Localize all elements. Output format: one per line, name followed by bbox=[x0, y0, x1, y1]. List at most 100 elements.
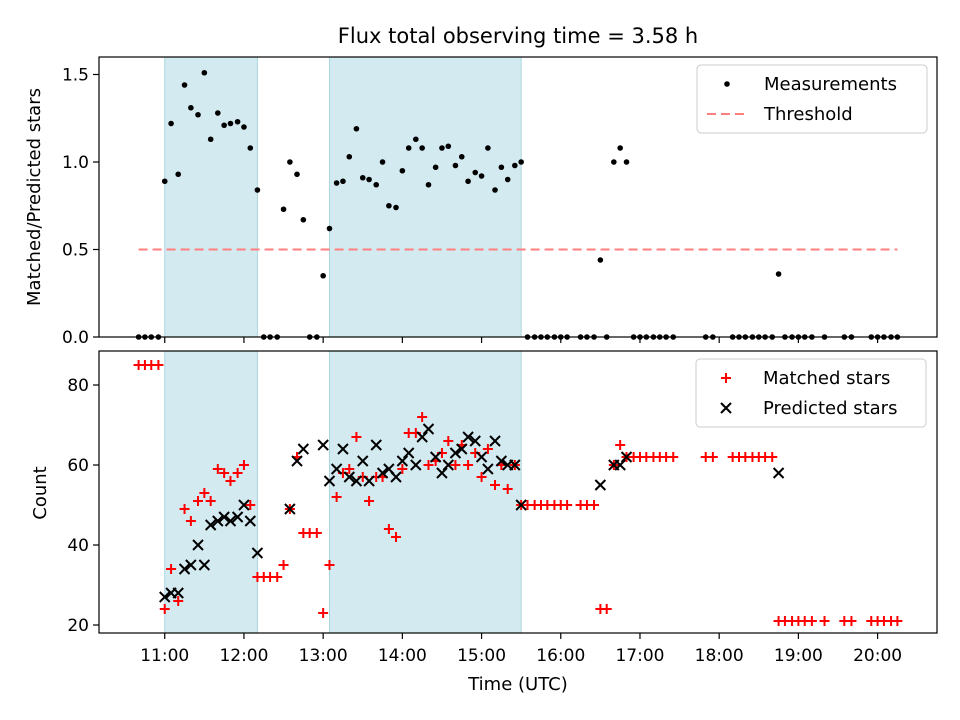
measurement-point bbox=[161, 178, 168, 185]
matched-star-point bbox=[562, 500, 573, 510]
measurement-point bbox=[617, 145, 623, 151]
predicted-star-point bbox=[436, 467, 448, 479]
y-tick-label: 80 bbox=[67, 376, 89, 396]
top-legend: Measurements Threshold bbox=[696, 64, 928, 134]
x-tick-label: 19:00 bbox=[774, 646, 823, 666]
observing-interval bbox=[164, 56, 258, 338]
matched-star-point bbox=[502, 484, 513, 494]
predicted-star-point bbox=[482, 463, 494, 475]
measurement-point bbox=[504, 176, 511, 183]
y-tick-label: 1.5 bbox=[62, 66, 89, 86]
matched-star-point bbox=[476, 472, 487, 482]
matched-star-point bbox=[707, 452, 718, 462]
observing-interval bbox=[328, 56, 522, 338]
bottom-panel-frame bbox=[98, 350, 938, 634]
matched-star-point bbox=[225, 476, 236, 486]
bottom-panel-background bbox=[164, 350, 522, 634]
measurement-point bbox=[227, 120, 234, 127]
measurement-point bbox=[300, 216, 307, 223]
measurement-point bbox=[333, 180, 340, 186]
matched-star-point bbox=[417, 412, 428, 422]
top-panel-axes: 0.0 0.5 1.0 1.5 bbox=[62, 66, 879, 348]
measurement-point bbox=[195, 111, 201, 118]
matched-star-point bbox=[185, 516, 196, 526]
measurement-point bbox=[478, 173, 485, 179]
x-tick-label: 11:00 bbox=[140, 646, 189, 666]
matched-star-point bbox=[205, 496, 216, 506]
measurement-point bbox=[326, 225, 333, 232]
measurement-point bbox=[294, 171, 300, 178]
predicted-star-point bbox=[469, 435, 481, 447]
legend-predicted-marker bbox=[720, 402, 732, 414]
predicted-star-point bbox=[475, 451, 488, 463]
x-axis-label: Time (UTC) bbox=[467, 674, 568, 695]
matched-star-point bbox=[450, 460, 461, 470]
measurement-point bbox=[472, 169, 479, 176]
measurement-point bbox=[425, 181, 432, 188]
bottom-legend: Matched stars Predicted stars bbox=[695, 358, 927, 428]
measurement-point bbox=[215, 110, 221, 116]
matched-star-point bbox=[383, 524, 394, 534]
measurement-point bbox=[452, 162, 459, 169]
measurement-point bbox=[340, 178, 346, 185]
matched-star-point bbox=[219, 468, 230, 478]
predicted-star-point bbox=[402, 447, 415, 459]
measurement-point bbox=[379, 159, 386, 165]
measurement-point bbox=[465, 178, 471, 185]
y-tick-label: 1.0 bbox=[62, 153, 89, 173]
measurement-point bbox=[221, 122, 227, 129]
measurement-point bbox=[518, 159, 524, 165]
predicted-star-point bbox=[376, 467, 389, 479]
predicted-star-point bbox=[495, 455, 508, 467]
bottom-panel-marks bbox=[133, 360, 903, 626]
measurement-point bbox=[512, 162, 518, 169]
top-panel-background bbox=[164, 56, 522, 338]
measurement-point bbox=[386, 202, 392, 209]
measurement-point bbox=[492, 187, 498, 193]
predicted-star-point bbox=[449, 447, 462, 459]
predicted-star-point bbox=[212, 515, 224, 527]
predicted-star-point bbox=[620, 451, 633, 463]
matched-star-point bbox=[601, 604, 612, 614]
predicted-star-point bbox=[343, 471, 355, 483]
measurement-point bbox=[485, 145, 491, 151]
measurement-point bbox=[419, 145, 425, 151]
matched-star-point bbox=[846, 616, 857, 626]
measurement-point bbox=[188, 104, 194, 111]
legend-box bbox=[696, 64, 928, 134]
legend-label: Threshold bbox=[763, 104, 853, 125]
matched-star-point bbox=[238, 460, 249, 470]
y-tick-label: 60 bbox=[67, 456, 89, 476]
y-tick-label: 0.0 bbox=[62, 328, 89, 348]
predicted-star-point bbox=[172, 587, 184, 599]
measurement-point bbox=[359, 174, 366, 181]
predicted-star-point bbox=[489, 435, 501, 447]
predicted-star-point bbox=[594, 479, 607, 491]
matched-star-point bbox=[397, 464, 408, 474]
measurement-point bbox=[168, 120, 174, 127]
matched-star-point bbox=[806, 616, 817, 626]
matched-star-point bbox=[311, 528, 322, 538]
predicted-star-point bbox=[238, 499, 250, 511]
matched-star-point bbox=[245, 500, 256, 510]
predicted-star-point bbox=[297, 443, 310, 455]
x-tick-label: 17:00 bbox=[615, 646, 664, 666]
predicted-star-point bbox=[462, 431, 474, 443]
predicted-star-point bbox=[509, 459, 521, 471]
matched-star-point bbox=[159, 604, 170, 614]
measurement-point bbox=[181, 82, 188, 88]
measurement-point bbox=[439, 145, 445, 151]
predicted-star-point bbox=[390, 471, 402, 483]
bottom-y-axis-label: Count bbox=[30, 466, 51, 519]
predicted-star-point bbox=[357, 455, 369, 467]
measurement-point bbox=[458, 153, 465, 160]
measurement-point bbox=[445, 143, 452, 150]
measurement-point bbox=[346, 153, 353, 160]
measurement-point bbox=[247, 145, 254, 151]
matched-star-point bbox=[278, 560, 289, 570]
predicted-star-point bbox=[515, 499, 527, 511]
measurement-point bbox=[611, 159, 617, 165]
x-tick-label: 15:00 bbox=[457, 646, 506, 666]
matched-star-point bbox=[668, 452, 679, 462]
